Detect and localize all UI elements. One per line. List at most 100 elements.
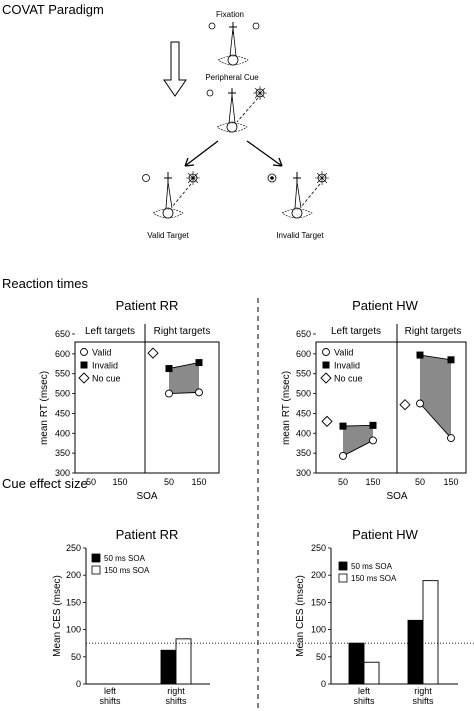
y-tick-label: 450 <box>55 408 70 418</box>
bar-150ms <box>363 661 380 685</box>
legend-swatch <box>338 573 348 583</box>
ces-hw-legend: 50 ms SOA 150 ms SOA <box>338 561 397 583</box>
legend-label: 150 ms SOA <box>104 566 150 575</box>
x-tick-label: 150 <box>365 477 380 487</box>
legend-marker-valid <box>80 348 88 356</box>
bar-50ms <box>407 619 424 685</box>
invalid-point <box>195 359 203 367</box>
legend-marker-valid <box>322 348 330 356</box>
y-tick-label: 350 <box>55 448 70 458</box>
cue-effect-heading: Cue effect size <box>2 476 88 491</box>
y-tick-label: 550 <box>55 369 70 379</box>
y-tick-label: 200 <box>66 570 81 580</box>
y-tick-label: 400 <box>55 428 70 438</box>
legend-label: No cue <box>334 374 363 384</box>
no-cue-point <box>321 415 333 428</box>
left-placeholder-icon <box>208 22 216 30</box>
cue-effect-area <box>420 355 451 439</box>
valid-series-line <box>168 391 200 395</box>
ces-hw-panel: Patient HW Mean CES (msec) 0 50 100 150 200 2… <box>295 527 458 706</box>
y-tick-label: 550 <box>296 369 311 379</box>
category-label: right <box>167 686 185 696</box>
y-tick-label: 50 <box>71 652 81 662</box>
rt-rr-group-left: Left targets <box>85 326 135 337</box>
valid-target-scene <box>142 171 200 219</box>
paradigm-title: COVAT Paradigm <box>2 2 104 17</box>
invalid-point <box>369 421 377 429</box>
invalid-series-line <box>342 424 374 427</box>
rt-rr-x-axis: 50 150 50 150 <box>86 477 207 487</box>
bar-50ms <box>160 649 177 685</box>
y-tick-label: 650 <box>55 329 70 339</box>
x-tick-label: 50 <box>338 477 348 487</box>
invalid-point <box>447 356 455 364</box>
rt-hw-xlabel: SOA <box>386 491 407 502</box>
legend-label: Valid <box>92 348 111 358</box>
legend-label: No cue <box>92 374 121 384</box>
ces-rr-panel: Patient RR Mean CES (msec) 0 50 100 150 200 2… <box>52 527 210 706</box>
legend-marker-no-cue <box>320 372 332 384</box>
invalid-series-line <box>419 354 452 361</box>
invalid-point <box>339 422 347 430</box>
y-tick-label: 650 <box>296 329 311 339</box>
ces-hw-ylabel: Mean CES (msec) <box>295 575 306 657</box>
fixation-label: Fixation <box>216 10 244 19</box>
legend-marker-invalid <box>80 361 88 369</box>
legend-label: 150 ms SOA <box>351 574 397 583</box>
ces-hw-data <box>348 580 439 685</box>
y-tick-label: 600 <box>55 349 70 359</box>
y-tick-label: 600 <box>296 349 311 359</box>
valid-point <box>447 434 455 443</box>
rt-rr-legend: Valid Invalid No cue <box>78 348 121 384</box>
y-tick-label: 250 <box>311 543 326 553</box>
cue-scene <box>206 86 267 133</box>
y-tick-label: 500 <box>296 389 311 399</box>
rt-rr-xlabel: SOA <box>136 491 157 502</box>
category-label: shifts <box>99 696 121 706</box>
reaction-times-heading: Reaction times <box>2 276 88 291</box>
x-tick-label: 50 <box>164 477 174 487</box>
rt-rr-y-axis: 300 350 400 450 500 550 600 650 <box>55 329 75 478</box>
legend-swatch <box>91 553 101 563</box>
legend-marker-no-cue <box>78 372 90 384</box>
ces-rr-legend: 50 ms SOA 150 ms SOA <box>91 553 150 575</box>
rt-hw-data <box>321 351 455 460</box>
right-placeholder-icon <box>252 22 260 30</box>
valid-point <box>369 436 377 445</box>
rt-rr-group-right: Right targets <box>154 326 211 337</box>
ces-rr-y-axis: 0 50 100 150 200 250 <box>66 543 86 689</box>
valid-series-line <box>419 403 452 439</box>
rt-hw-group-left: Left targets <box>331 326 381 337</box>
category-label: shifts <box>165 696 187 706</box>
legend-label: Invalid <box>92 361 118 371</box>
y-tick-label: 300 <box>55 468 70 478</box>
valid-arrow-icon <box>184 140 219 167</box>
bar-150ms <box>422 580 439 685</box>
x-tick-label: 50 <box>415 477 425 487</box>
rt-hw-ylabel: mean RT (msec) <box>281 371 292 445</box>
bar-150ms <box>175 638 192 685</box>
y-tick-label: 200 <box>311 570 326 580</box>
y-tick-label: 250 <box>66 543 81 553</box>
x-tick-label: 150 <box>443 477 458 487</box>
rt-rr-panel: Patient RR Left targets Right targets me… <box>39 298 220 502</box>
y-tick-label: 450 <box>296 408 311 418</box>
y-tick-label: 150 <box>66 597 81 607</box>
invalid-series-line <box>168 362 200 369</box>
y-tick-label: 150 <box>311 597 326 607</box>
category-label: left <box>358 686 371 696</box>
legend-marker-invalid <box>322 361 330 369</box>
y-tick-label: 50 <box>316 652 326 662</box>
y-tick-label: 350 <box>296 448 311 458</box>
x-tick-label: 150 <box>191 477 206 487</box>
bar-50ms <box>348 642 365 685</box>
ces-rr-title: Patient RR <box>116 527 179 542</box>
cue-effect-area <box>343 425 373 456</box>
rt-hw-x-axis: 50 150 50 150 <box>338 477 459 487</box>
y-tick-label: 100 <box>311 625 326 635</box>
valid-point <box>416 399 424 408</box>
rt-rr-plot-frame <box>74 341 220 474</box>
